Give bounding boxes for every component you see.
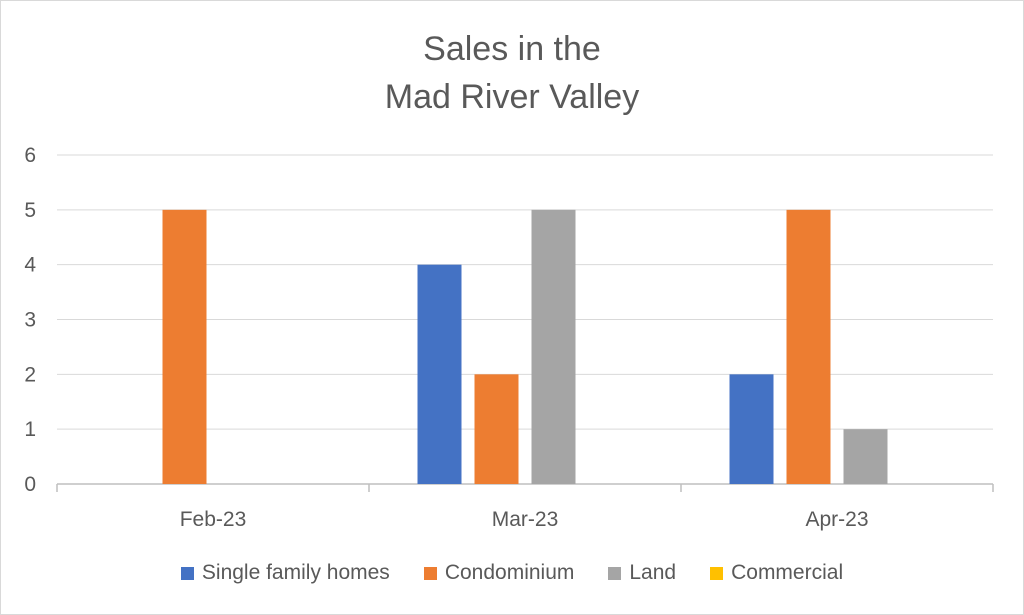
bar-condominium [786, 209, 831, 485]
legend: Single family homes Condominium Land Commer… [0, 561, 1024, 585]
y-tick-label: 3 [24, 309, 36, 332]
legend-label: Condominium [444, 561, 575, 584]
y-tick-label: 1 [24, 418, 36, 441]
bar-condominium [474, 374, 519, 484]
legend-label: Commercial [731, 561, 844, 584]
chart-title: Sales in the Mad River Valley [0, 25, 1024, 121]
legend-swatch [423, 566, 437, 580]
chart-title-line-1: Sales in the [423, 30, 601, 68]
legend-item: Commercial [710, 561, 843, 585]
bar-condominium [162, 209, 207, 485]
legend-item: Land [608, 561, 676, 585]
y-tick-label: 6 [24, 144, 36, 167]
y-tick-label: 5 [24, 199, 36, 222]
x-tick-label: Mar-23 [492, 508, 559, 531]
chart-title-line-2: Mad River Valley [384, 78, 640, 116]
legend-item: Condominium [423, 561, 575, 585]
y-tick-label: 0 [24, 473, 36, 496]
legend-swatch [710, 566, 724, 580]
bar-single-family-homes [729, 374, 774, 484]
legend-swatch [608, 566, 622, 580]
y-tick-label: 2 [24, 363, 36, 386]
x-tick-label: Apr-23 [805, 508, 868, 531]
bar-single-family-homes [417, 264, 462, 484]
legend-swatch [180, 566, 194, 580]
y-tick-label: 4 [24, 254, 36, 277]
legend-label: Land [629, 561, 677, 584]
x-tick-label: Feb-23 [180, 508, 247, 531]
bar-land [843, 429, 888, 484]
legend-item: Single family homes [180, 561, 390, 585]
bar-land [531, 209, 576, 485]
legend-label: Single family homes [201, 561, 390, 584]
